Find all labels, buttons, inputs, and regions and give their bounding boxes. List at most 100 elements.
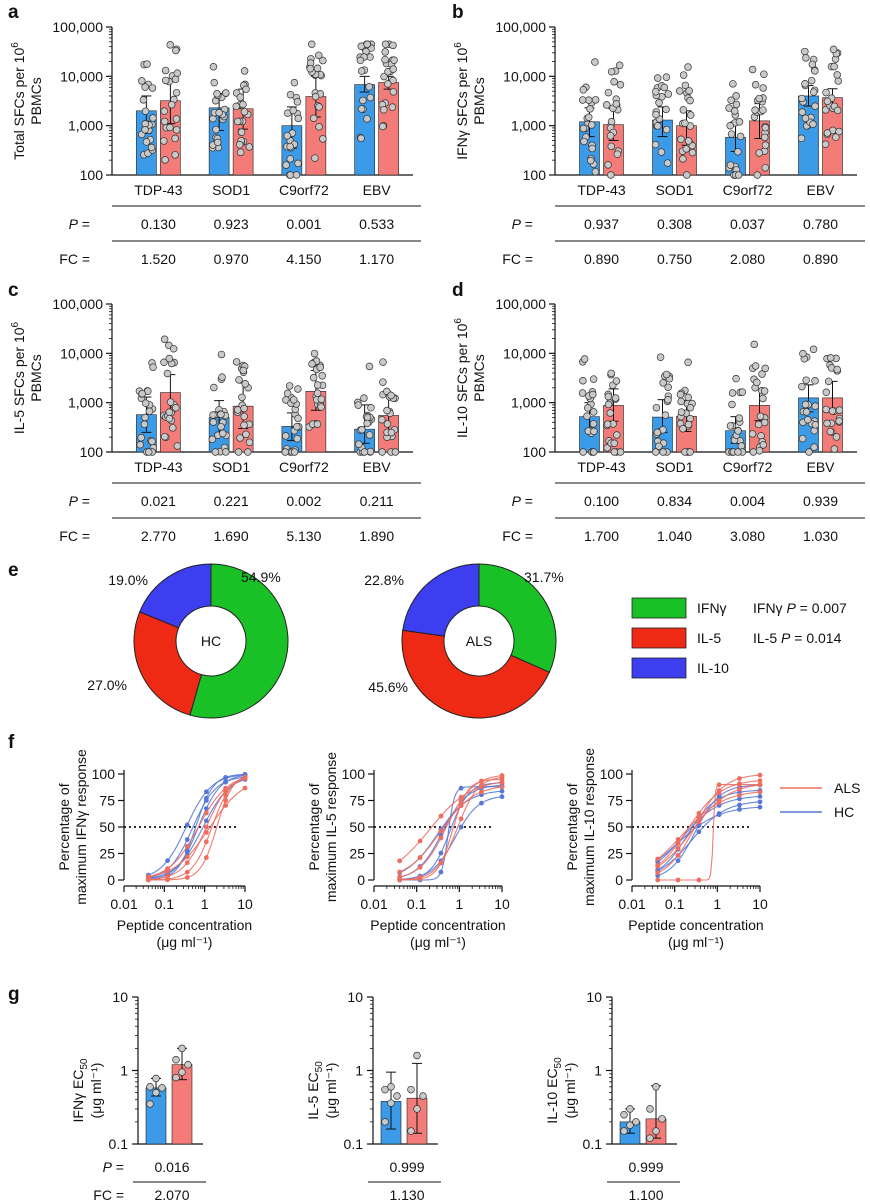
p-value: 0.308: [657, 216, 692, 232]
data-point: [591, 96, 600, 104]
p-value: 0.533: [359, 216, 394, 232]
data-point: [656, 353, 665, 361]
dose-point-als: [458, 816, 464, 822]
data-point: [413, 1105, 421, 1113]
data-point: [730, 107, 739, 115]
data-point: [160, 335, 169, 344]
dose-point-hc: [716, 794, 722, 799]
data-point: [161, 66, 170, 75]
data-point: [732, 92, 740, 100]
data-point: [294, 385, 302, 393]
data-point: [293, 98, 302, 106]
y-tick-label: 100: [600, 766, 624, 782]
data-point: [679, 71, 688, 79]
y-tick-label: 50: [99, 819, 115, 835]
dose-point-hc: [479, 800, 484, 806]
y-tick-label: 0.1: [109, 1136, 129, 1152]
y-tick-label: 100: [342, 766, 366, 782]
data-point: [732, 374, 740, 383]
data-point: [615, 61, 624, 70]
y-axis-label-line2: maximum IL-5 response: [323, 752, 339, 902]
data-point: [802, 408, 811, 416]
data-point: [755, 149, 764, 157]
p-equals: =: [521, 493, 533, 509]
p-value: 0.939: [803, 493, 838, 509]
data-point: [419, 1092, 427, 1100]
data-point: [652, 403, 661, 412]
data-point: [138, 77, 146, 85]
y-tick-label: 1: [355, 1063, 363, 1079]
data-point: [393, 1092, 401, 1100]
y-axis-label: IFNγ SFCs per 106: [453, 42, 470, 160]
data-point: [579, 86, 588, 94]
data-point: [307, 40, 316, 49]
y-axis-label-main: IL-5 EC: [305, 1072, 321, 1119]
fold-change: 1.520: [141, 251, 176, 267]
data-point: [240, 67, 249, 75]
p-row-label: P =: [69, 493, 90, 509]
data-point: [160, 137, 168, 145]
data-point: [217, 410, 225, 419]
data-point: [184, 1060, 192, 1069]
data-point: [830, 62, 838, 71]
p-value: 0.211: [360, 493, 394, 509]
y-axis-label-unit: (μg ml⁻¹): [323, 1063, 339, 1119]
p-value: 0.780: [803, 216, 838, 232]
data-point: [655, 99, 663, 107]
data-point: [355, 440, 363, 448]
data-point: [172, 46, 180, 55]
y-axis-label-line2: PBMCs: [471, 77, 487, 124]
slice-percent-label: 54.9%: [241, 569, 281, 585]
data-point: [804, 415, 812, 424]
dose-point-als: [223, 798, 228, 803]
data-point: [686, 448, 694, 456]
y-axis-label: IFNγ EC50: [70, 1058, 90, 1122]
pie-legend: IFNγ IL-5 IL-10 IFNγ P = 0.007 IL-5 P = 0.01…: [631, 597, 847, 679]
data-point: [363, 40, 372, 49]
dose-point-als: [499, 784, 505, 790]
data-point: [160, 117, 169, 126]
data-point: [607, 142, 616, 151]
data-point: [760, 387, 769, 395]
data-point: [282, 161, 290, 169]
data-point: [798, 94, 806, 103]
y-tick-label: 75: [607, 793, 623, 809]
x-axis-label-line2: (μg ml⁻¹): [410, 934, 466, 950]
fc-row-label: FC =: [502, 251, 533, 267]
y-tick-label: 75: [99, 793, 115, 809]
data-point: [616, 81, 625, 89]
y-axis-label: Total SFCs per 106: [10, 42, 27, 160]
data-point: [217, 350, 226, 359]
data-point: [759, 394, 767, 403]
data-point: [217, 422, 225, 431]
donut-e-als: 31.7% 45.6% 22.8% ALS: [364, 563, 564, 719]
data-point: [379, 378, 387, 386]
data-point: [613, 431, 621, 439]
dose-point-als: [203, 855, 209, 860]
p-value: 0.999: [389, 1159, 424, 1175]
data-point: [169, 344, 178, 353]
donut-center-label: HC: [201, 633, 221, 649]
data-point: [589, 375, 598, 383]
data-point: [611, 394, 620, 402]
data-point: [313, 389, 322, 397]
fc-row-label: FC =: [93, 1187, 124, 1200]
data-point: [315, 103, 323, 111]
bar-panel-d: IL-10 SFCs per 106PBMCs1001,00010,000100…: [453, 296, 865, 544]
slice-percent-label: 19.0%: [108, 572, 148, 588]
category-label: EBV: [806, 182, 835, 198]
data-point: [357, 134, 365, 143]
data-point: [222, 448, 230, 456]
data-point: [833, 71, 841, 79]
dose-point-als: [737, 792, 742, 798]
data-point: [726, 122, 734, 130]
data-point: [148, 437, 156, 446]
data-point: [378, 416, 386, 424]
p-equals: =: [112, 1159, 124, 1175]
data-point: [165, 408, 174, 416]
y-axis-label-line1: Percentage of: [564, 783, 580, 870]
p-value: 0.004: [730, 493, 765, 509]
dose-point-hc: [757, 794, 763, 799]
dose-point-als: [655, 870, 661, 876]
data-point: [604, 88, 613, 97]
